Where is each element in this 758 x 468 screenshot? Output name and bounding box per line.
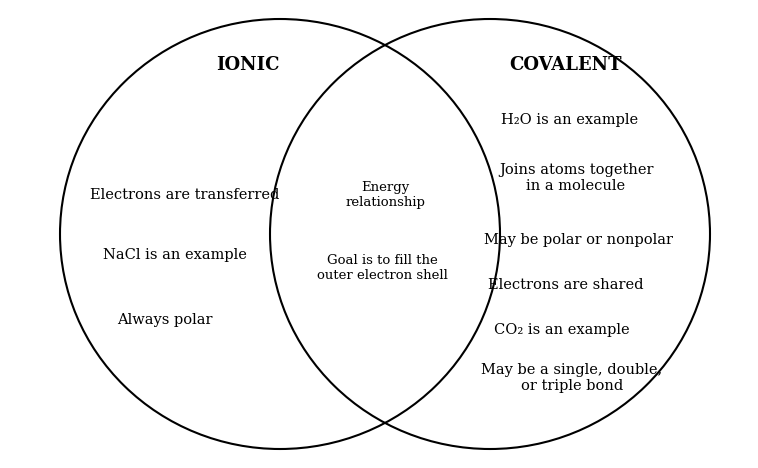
Text: Always polar: Always polar xyxy=(117,313,213,327)
Text: IONIC: IONIC xyxy=(216,56,280,74)
Text: COVALENT: COVALENT xyxy=(509,56,622,74)
Text: May be polar or nonpolar: May be polar or nonpolar xyxy=(484,233,672,247)
Text: Electrons are transferred: Electrons are transferred xyxy=(90,188,280,202)
Text: Energy
relationship: Energy relationship xyxy=(345,181,425,209)
Text: Goal is to fill the
outer electron shell: Goal is to fill the outer electron shell xyxy=(317,254,447,282)
Text: H₂O is an example: H₂O is an example xyxy=(502,113,638,127)
Text: Electrons are shared: Electrons are shared xyxy=(488,278,644,292)
Text: CO₂ is an example: CO₂ is an example xyxy=(494,323,630,337)
Text: May be a single, double,
or triple bond: May be a single, double, or triple bond xyxy=(481,363,662,393)
Text: Joins atoms together
in a molecule: Joins atoms together in a molecule xyxy=(499,163,653,193)
Text: NaCl is an example: NaCl is an example xyxy=(103,248,247,262)
